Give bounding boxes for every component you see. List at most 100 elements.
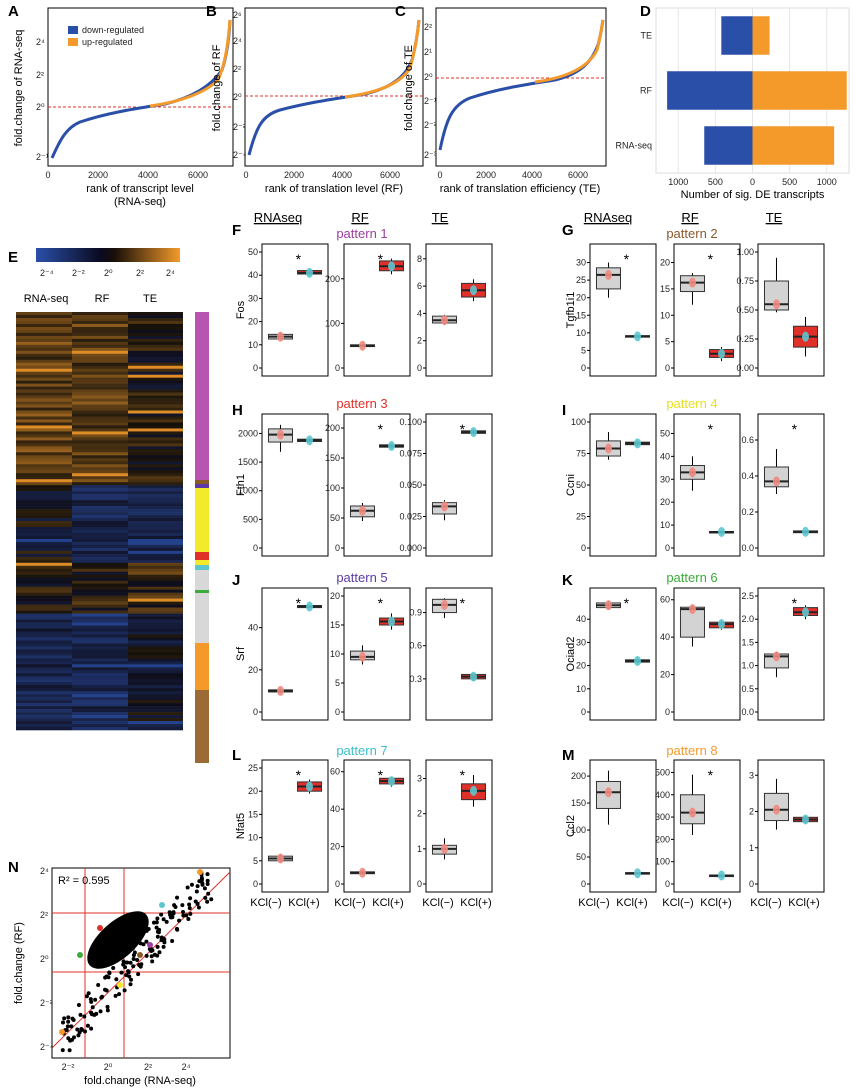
box-point bbox=[802, 607, 810, 618]
box-ytick-label: 1.0 bbox=[741, 661, 754, 671]
heatmap-cell bbox=[72, 589, 128, 593]
box-ytick-label: 50 bbox=[660, 428, 670, 438]
heatmap-cell bbox=[72, 347, 128, 352]
heatmap-cell bbox=[128, 371, 183, 375]
panel-c-xlabel: rank of translation efficiency (TE) bbox=[440, 183, 601, 195]
scatter-point bbox=[144, 939, 149, 944]
panel-b-xtick-3: 6000 bbox=[380, 170, 400, 180]
box-point bbox=[388, 776, 396, 787]
panel-c-frame bbox=[435, 7, 607, 167]
heatmap-cell bbox=[16, 359, 72, 364]
scatter-point bbox=[85, 1023, 90, 1028]
panel-c-ytick-2: 2⁻¹ bbox=[424, 96, 437, 106]
heatmap-cell bbox=[128, 634, 183, 638]
heatmap-cell bbox=[72, 428, 128, 432]
panel-d-xtick: 500 bbox=[782, 177, 797, 187]
panel-b-curve-up bbox=[344, 19, 421, 99]
box-point bbox=[440, 599, 448, 610]
panel-n-xtick-1: 2⁰ bbox=[104, 1062, 113, 1072]
scatter-point bbox=[171, 911, 176, 916]
heatmap-cell bbox=[72, 670, 128, 674]
scatter-point bbox=[130, 946, 135, 951]
heatmap-cell bbox=[16, 613, 72, 617]
box-ytick-label: 25 bbox=[576, 512, 586, 522]
scatter-point bbox=[128, 982, 133, 987]
pattern-title: pattern 1 bbox=[336, 226, 387, 241]
heatmap-cell bbox=[72, 658, 128, 662]
heatmap-cell bbox=[16, 715, 72, 719]
box-ytick-label: 40 bbox=[248, 270, 258, 280]
box-ytick-label: 0.0 bbox=[741, 543, 754, 553]
panel-label-m: M bbox=[562, 747, 575, 764]
heatmap-cell bbox=[72, 380, 128, 384]
box-point bbox=[358, 340, 366, 351]
heatmap-cell bbox=[72, 691, 128, 695]
heatmap-cell bbox=[16, 610, 72, 614]
panel-b-ytick-3: 2² bbox=[233, 64, 241, 74]
significance-star: * bbox=[378, 595, 384, 611]
heatmap-cell bbox=[128, 661, 183, 665]
scatter-point bbox=[205, 899, 210, 904]
box-ytick-label: 0.50 bbox=[736, 305, 754, 315]
heatmap-cell bbox=[128, 485, 183, 489]
heatmap-cell bbox=[128, 697, 183, 701]
scatter-point bbox=[200, 882, 205, 887]
heatmap-cell bbox=[16, 586, 72, 590]
heatmap-cell bbox=[72, 616, 128, 620]
scatter-point bbox=[88, 997, 93, 1002]
box-ytick-label: 10 bbox=[330, 649, 340, 659]
heatmap-cell bbox=[16, 314, 72, 319]
heatmap-cell bbox=[16, 350, 72, 355]
heatmap-cell bbox=[16, 676, 72, 680]
significance-star: * bbox=[708, 251, 714, 267]
heatmap-cell bbox=[16, 631, 72, 635]
heatmap-cell bbox=[72, 521, 128, 525]
box-point bbox=[688, 604, 696, 615]
scatter-point bbox=[203, 895, 208, 900]
box-point bbox=[306, 267, 314, 278]
heatmap-cell bbox=[72, 604, 128, 608]
box-ytick-label: 2000 bbox=[238, 428, 258, 438]
heatmap-cell bbox=[128, 392, 183, 396]
box-ytick-label: 0.000 bbox=[399, 543, 422, 553]
box-point bbox=[604, 269, 612, 280]
panel-c-ytick-1: 2⁻² bbox=[424, 120, 437, 130]
heatmap-cell bbox=[128, 488, 183, 492]
gene-label: Fth1 bbox=[235, 474, 247, 496]
heatmap-cell bbox=[128, 526, 183, 531]
panel-b-xtick-0: 0 bbox=[243, 170, 248, 180]
cluster-segment bbox=[195, 560, 209, 565]
box-ytick-label: 200 bbox=[325, 274, 340, 284]
heatmap-cell bbox=[128, 401, 183, 405]
heatmap-cell bbox=[16, 526, 72, 531]
heatmap-cell bbox=[128, 323, 183, 328]
box-ytick-label: 5 bbox=[665, 337, 670, 347]
heatmap-cell bbox=[128, 446, 183, 450]
heatmap-cell bbox=[16, 589, 72, 593]
box-point bbox=[718, 526, 726, 537]
heatmap-cell bbox=[72, 320, 128, 325]
heatmap-cell bbox=[128, 643, 183, 647]
heatmap-cell bbox=[128, 556, 183, 561]
heatmap-cell bbox=[72, 461, 128, 465]
heatmap-cell bbox=[128, 724, 183, 728]
heatmap-cell bbox=[128, 473, 183, 477]
cluster-segment bbox=[195, 570, 209, 590]
panel-b-ytick-2: 2⁰ bbox=[233, 92, 242, 102]
heatmap-cell bbox=[128, 326, 183, 331]
heatmap-cell bbox=[72, 568, 128, 573]
heatmap-cell bbox=[72, 697, 128, 701]
cluster-segment bbox=[195, 593, 209, 643]
box-ytick-label: 40 bbox=[660, 451, 670, 461]
panel-label-e: E bbox=[8, 249, 18, 266]
heatmap-cell bbox=[72, 458, 128, 462]
box-ytick-label: 50 bbox=[576, 480, 586, 490]
box-ytick-label: 100 bbox=[325, 483, 340, 493]
panel-n-r2: R² = 0.595 bbox=[58, 875, 110, 887]
panel-d-bar-up bbox=[752, 71, 847, 110]
heatmap-cell bbox=[128, 676, 183, 680]
heatmap-cell bbox=[16, 377, 72, 381]
scatter-point-highlight bbox=[59, 1029, 65, 1035]
scatter-point bbox=[79, 1027, 84, 1032]
heatmap-cell bbox=[16, 625, 72, 629]
